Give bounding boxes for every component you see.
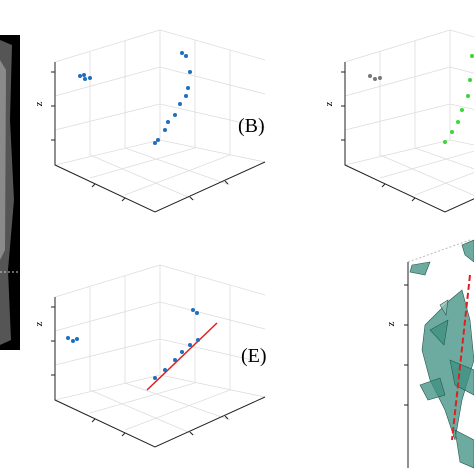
points-e bbox=[66, 308, 218, 391]
panel-b bbox=[51, 29, 266, 213]
points-b bbox=[78, 51, 192, 145]
ct-image bbox=[0, 35, 20, 350]
panel-e bbox=[50, 264, 266, 448]
panel-label: (E) bbox=[241, 345, 267, 367]
panel-f bbox=[404, 239, 474, 469]
panel-label: (B) bbox=[238, 115, 265, 137]
axis-label: z bbox=[33, 321, 45, 326]
axis-label: z bbox=[33, 101, 45, 106]
points-c bbox=[368, 54, 474, 144]
panel-c bbox=[340, 29, 474, 213]
axis-label: z bbox=[385, 321, 397, 326]
axis-label: z bbox=[323, 101, 335, 106]
